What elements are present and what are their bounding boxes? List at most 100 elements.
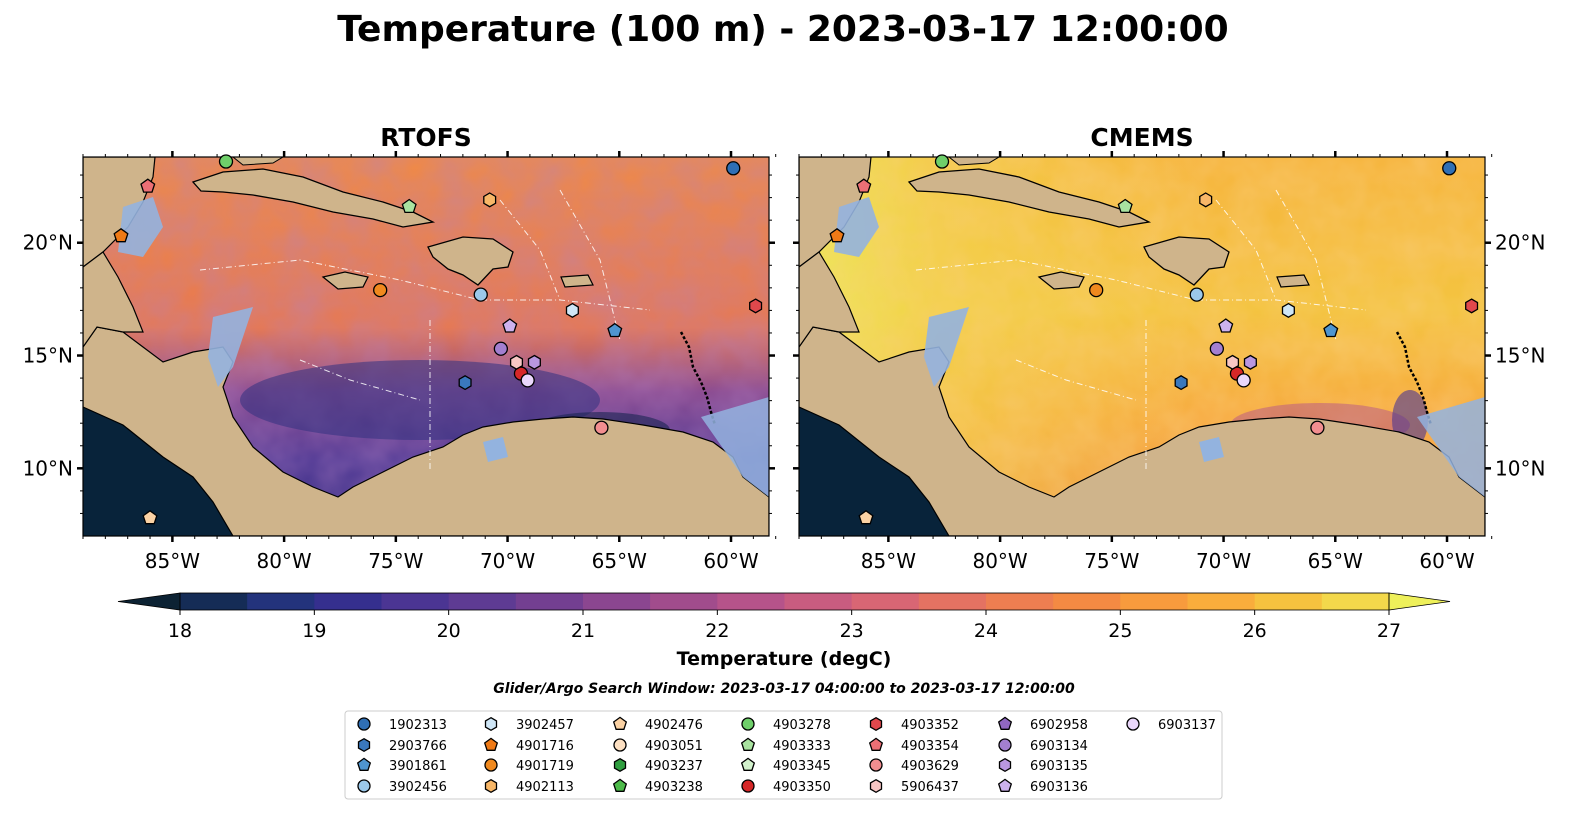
float-marker-4901716 [829, 227, 845, 243]
legend-label: 4903237 [645, 759, 703, 774]
colorbar-tick-label: 22 [705, 620, 729, 642]
colorbar-label: Temperature (degC) [677, 648, 892, 670]
legend-item: 4903352 [869, 716, 959, 733]
legend-label: 4903278 [773, 718, 831, 733]
legend-label: 4902113 [516, 780, 574, 795]
cmems-eez-lines [915, 189, 1367, 470]
float-marker-3902457 [1281, 302, 1295, 318]
colorbar-min-extend [117, 592, 181, 611]
colorbar-bin [381, 593, 450, 610]
legend-item: 4903345 [740, 757, 831, 774]
colorbar-bin [180, 593, 248, 610]
colorbar: 18 19 20 21 22 23 24 25 26 27 Temperature (degC) [117, 592, 1451, 670]
float-marker-5906437 [1225, 354, 1240, 370]
panel-rtofs: RTOFS 85°W 80°W 75°W 70°W 65°W 60°W 20°N 15°N 10… [23, 123, 777, 573]
legend-marker-4901716 [483, 737, 499, 751]
float-marker-4903333 [401, 198, 417, 214]
colorbar-frame [179, 592, 1390, 611]
colorbar-bin [1254, 593, 1323, 610]
float-marker-3902456 [473, 287, 488, 302]
cmems-float-markers [829, 154, 1479, 525]
rtofs-frame [82, 156, 770, 537]
float-marker-4902113 [1199, 192, 1213, 208]
lat-tick-label: 10°N [23, 456, 73, 480]
legend-item: 2903766 [357, 737, 447, 754]
legend-item: 3901861 [356, 757, 447, 774]
legend-item: 4901716 [483, 737, 574, 754]
colorbar-tick-label: 20 [437, 620, 461, 642]
legend-item: 3902457 [484, 716, 574, 733]
float-marker-6903134 [1209, 341, 1225, 356]
legend-item: 6903137 [1126, 717, 1216, 733]
legend-item: 4903238 [612, 778, 703, 795]
legend-item: 6902958 [997, 716, 1088, 733]
legend-item: 3902456 [357, 779, 447, 795]
legend-label: 6903137 [1158, 718, 1216, 733]
lat-tick-label: 15°N [1495, 344, 1545, 368]
float-marker-5906437 [509, 354, 524, 370]
legend-label: 4901716 [516, 739, 574, 754]
lat-tick-label: 20°N [23, 231, 73, 255]
legend-marker-4903237 [613, 757, 627, 773]
colorbar-bin [1321, 593, 1390, 610]
float-marker-1902313 [1442, 161, 1457, 176]
float-marker-4903352 [749, 298, 763, 314]
legend-marker-6902958 [997, 716, 1013, 730]
search-window-caption: Glider/Argo Search Window: 2023-03-17 04… [493, 681, 1075, 697]
legend-marker-3902456 [357, 779, 371, 793]
legend-item: 6903136 [997, 778, 1088, 795]
float-marker-4903629 [594, 420, 609, 435]
legend-label: 2903766 [389, 739, 447, 754]
lon-tick-label: 85°W [861, 549, 916, 573]
lat-tick-label: 20°N [1495, 231, 1545, 255]
legend-marker-6903134 [998, 738, 1012, 752]
colorbar-tick-label: 24 [974, 620, 998, 642]
legend-label: 4903350 [773, 780, 831, 795]
legend-marker-4903345 [740, 757, 756, 771]
legend-label: 6903136 [1030, 780, 1088, 795]
colorbar-tick-label: 23 [840, 620, 864, 642]
float-marker-4903278 [218, 154, 234, 169]
legend-marker-3902457 [484, 716, 498, 732]
colorbar-bin [1053, 593, 1121, 610]
legend-item: 4903278 [741, 717, 831, 733]
legend-marker-4902113 [484, 778, 498, 794]
legend-marker-6903136 [997, 778, 1013, 792]
legend-label: 4903345 [773, 759, 831, 774]
lon-tick-label: 80°W [972, 549, 1027, 573]
float-marker-4901719 [1089, 282, 1104, 298]
lon-tick-label: 65°W [1308, 549, 1363, 573]
colorbar-tick-label: 25 [1108, 620, 1132, 642]
colorbar-max-extend [1388, 592, 1451, 611]
float-marker-3901861 [607, 322, 623, 338]
float-marker-4903278 [934, 154, 950, 169]
legend-item: 4903354 [868, 737, 959, 754]
legend-marker-4901719 [484, 758, 498, 772]
legend-frame [344, 710, 1223, 800]
float-marker-6903135 [1243, 354, 1257, 370]
colorbar-bin [650, 593, 718, 610]
float-marker-3901861 [1323, 322, 1339, 338]
legend-marker-4903238 [612, 778, 628, 792]
legend-marker-4903333 [740, 737, 756, 751]
lon-tick-label: 60°W [1419, 549, 1474, 573]
colorbar-tick-label: 21 [571, 620, 595, 642]
rtofs-axis-ticks: 85°W 80°W 75°W 70°W 65°W 60°W 20°N 15°N 10°N [23, 151, 777, 573]
float-marker-6903136 [1218, 318, 1234, 333]
rtofs-eez-lines [199, 189, 651, 470]
legend-item: 1902313 [357, 717, 447, 733]
legend-marker-4903051 [613, 738, 627, 752]
legend-marker-4903278 [741, 717, 755, 731]
cmems-axis-ticks: 85°W 80°W 75°W 70°W 65°W 60°W 20°N 15°N 10°N [793, 151, 1545, 573]
legend-item: 5906437 [869, 778, 959, 795]
colorbar-bin [986, 593, 1054, 610]
legend-marker-4903354 [868, 737, 884, 751]
float-marker-6903137 [1236, 373, 1251, 388]
legend-item: 4903051 [613, 738, 703, 754]
legend-marker-2903766 [357, 737, 371, 753]
legend-marker-4902476 [612, 716, 628, 730]
float-marker-4903354 [140, 178, 156, 193]
colorbar-bin [851, 593, 920, 610]
float-marker-4903333 [1117, 198, 1133, 214]
float-marker-6903134 [493, 341, 509, 356]
